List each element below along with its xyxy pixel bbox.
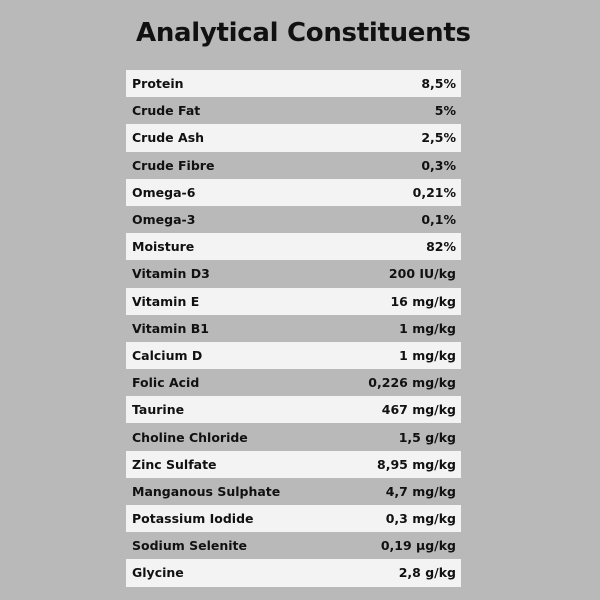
table-row: Choline Chloride 1,5 g/kg — [126, 423, 461, 450]
constituent-name: Vitamin D3 — [132, 266, 210, 282]
constituent-value: 0,1% — [421, 212, 456, 228]
table-row: Vitamin E 16 mg/kg — [126, 287, 461, 315]
constituent-name: Taurine — [132, 402, 185, 418]
table-row: Crude Fibre 0,3% — [126, 152, 461, 179]
constituent-name: Crude Ash — [132, 130, 205, 146]
table-row: Crude Fat 5% — [126, 97, 461, 124]
constituent-value: 8,95 mg/kg — [377, 456, 456, 472]
constituent-name: Vitamin B1 — [132, 320, 209, 336]
constituent-name: Moisture — [132, 239, 195, 255]
table-row: Zinc Sulfate 8,95 mg/kg — [126, 450, 461, 478]
table-row: Omega-6 0,21% — [126, 178, 461, 206]
constituent-value: 5% — [434, 103, 456, 119]
constituent-value: 2,5% — [421, 130, 456, 146]
constituent-value: 16 mg/kg — [390, 293, 456, 309]
constituent-name: Crude Fat — [132, 103, 201, 119]
table-row: Taurine 467 mg/kg — [126, 396, 461, 424]
constituent-value: 1,5 g/kg — [398, 429, 456, 445]
constituent-value: 200 IU/kg — [388, 266, 456, 282]
constituent-name: Vitamin E — [132, 293, 200, 309]
table-row: Protein 8,5% — [126, 70, 461, 98]
table-row: Calcium D 1 mg/kg — [126, 341, 461, 370]
table-row: Crude Ash 2,5% — [126, 124, 461, 152]
table-row: Omega-3 0,1% — [126, 206, 461, 233]
constituent-value: 0,3 mg/kg — [385, 511, 456, 527]
constituent-value: 82% — [426, 239, 456, 255]
constituent-value: 1 mg/kg — [399, 320, 456, 336]
constituent-name: Calcium D — [132, 347, 203, 363]
table-row: Glycine 2,8 g/kg — [126, 559, 461, 587]
constituent-name: Omega-3 — [132, 212, 196, 228]
table-row: Sodium Selenite 0,19 µg/kg — [126, 532, 461, 559]
constituents-table: Protein 8,5% Crude Fat 5% Crude Ash 2,5%… — [126, 70, 461, 587]
constituent-name: Folic Acid — [132, 375, 200, 391]
constituent-value: 2,8 g/kg — [398, 565, 456, 581]
constituent-value: 467 mg/kg — [381, 402, 456, 418]
table-row: Manganous Sulphate 4,7 mg/kg — [126, 478, 461, 505]
table-row: Moisture 82% — [126, 233, 461, 261]
constituent-value: 1 mg/kg — [399, 347, 456, 363]
constituent-value: 0,226 mg/kg — [368, 375, 456, 391]
table-row: Vitamin B1 1 mg/kg — [126, 315, 461, 342]
constituent-name: Sodium Selenite — [132, 538, 247, 554]
constituent-value: 0,21% — [412, 184, 456, 200]
constituent-value: 4,7 mg/kg — [385, 483, 456, 499]
constituent-name: Zinc Sulfate — [132, 456, 217, 472]
constituent-name: Choline Chloride — [132, 429, 248, 445]
constituent-name: Omega-6 — [132, 184, 196, 200]
constituent-value: 8,5% — [421, 76, 456, 92]
constituent-name: Manganous Sulphate — [132, 483, 281, 499]
table-row: Vitamin D3 200 IU/kg — [126, 260, 461, 287]
constituent-value: 0,19 µg/kg — [380, 538, 456, 554]
constituent-name: Glycine — [132, 565, 184, 581]
table-row: Folic Acid 0,226 mg/kg — [126, 369, 461, 396]
page-title: Analytical Constituents — [136, 18, 471, 48]
constituent-value: 0,3% — [421, 157, 456, 173]
table-row: Potassium Iodide 0,3 mg/kg — [126, 505, 461, 533]
constituent-name: Crude Fibre — [132, 157, 215, 173]
constituent-name: Protein — [132, 76, 184, 92]
constituent-name: Potassium Iodide — [132, 511, 254, 527]
